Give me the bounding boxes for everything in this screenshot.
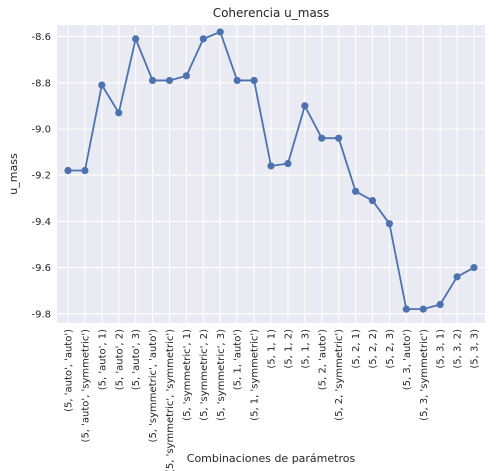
data-point	[216, 28, 224, 36]
data-point	[98, 81, 106, 89]
x-tick-label: (5, 1, 2)	[283, 329, 294, 369]
data-point	[335, 134, 343, 142]
x-tick-label: (5, 'symmetric', 'auto')	[148, 329, 159, 443]
data-point	[267, 162, 275, 170]
x-tick-label: (5, 'symmetric', 1)	[182, 329, 193, 421]
x-tick-label: (5, 'auto', 'auto')	[64, 329, 75, 412]
y-tick-label: -8.6	[31, 32, 51, 43]
data-point	[182, 72, 191, 80]
data-point	[233, 76, 241, 85]
y-tick-label: -9.0	[31, 124, 51, 135]
y-axis-title: u_mass	[7, 153, 20, 195]
x-tick-label: (5, 3, 3)	[470, 329, 481, 369]
x-tick-label: (5, 2, 2)	[368, 329, 379, 369]
data-point	[115, 109, 123, 117]
x-tick-label: (5, 'auto', 3)	[131, 329, 142, 390]
x-tick-label: (5, 3, 'auto')	[402, 329, 413, 390]
x-tick-label: (5, 'symmetric', 3)	[216, 329, 227, 421]
x-tick-label: (5, 1, 'auto')	[233, 329, 244, 390]
data-point	[284, 160, 292, 168]
x-tick-label: (5, 3, 'symmetric')	[419, 329, 430, 421]
data-point	[318, 134, 326, 142]
x-tick-label: (5, 3, 2)	[453, 329, 464, 369]
data-point	[165, 76, 174, 85]
x-gridlines	[67, 25, 475, 323]
data-point	[351, 187, 360, 195]
x-tick-label: (5, 1, 3)	[300, 329, 311, 369]
data-point	[250, 76, 258, 85]
data-point	[436, 300, 444, 309]
data-point	[402, 305, 410, 313]
x-tick-label: (5, 1, 1)	[267, 329, 278, 369]
data-point	[148, 76, 157, 85]
x-axis-title: Combinaciones de parámetros	[187, 452, 356, 465]
data-point	[368, 196, 377, 205]
data-point	[64, 166, 72, 175]
data-point	[385, 220, 394, 228]
x-tick-label: (5, 'auto', 1)	[97, 329, 108, 390]
data-point	[453, 273, 461, 281]
x-tick-label: (5, 2, 1)	[351, 329, 362, 369]
y-tick-label: -8.8	[31, 78, 51, 89]
x-tick-label: (5, 'symmetric', 'symmetric')	[165, 329, 176, 471]
y-tick-label: -9.4	[31, 217, 51, 228]
x-tick-label: (5, 2, 3)	[385, 329, 396, 369]
x-tick-label: (5, 'auto', 2)	[114, 329, 125, 390]
x-tick-label: (5, 'symmetric', 2)	[199, 329, 210, 421]
data-point	[301, 102, 309, 110]
data-point	[132, 35, 140, 43]
data-point	[470, 263, 478, 272]
y-tick-label: -9.2	[31, 171, 51, 182]
data-point	[81, 166, 89, 175]
series-markers	[64, 28, 478, 313]
x-tick-label: (5, 1, 'symmetric')	[250, 329, 261, 421]
y-tick-label: -9.6	[31, 263, 51, 274]
x-tick-label: (5, 3, 1)	[436, 329, 447, 369]
x-tick-labels: (5, 'auto', 'auto') (5, 'auto', 'symmetri…	[64, 329, 481, 471]
data-point	[199, 35, 207, 43]
y-tick-label: -9.8	[31, 309, 51, 320]
data-point	[419, 305, 427, 313]
x-tick-label: (5, 2, 'symmetric')	[334, 329, 345, 421]
x-tick-label: (5, 'auto', 'symmetric')	[80, 329, 91, 443]
y-tick-labels: -8.6 -8.8 -9.0 -9.2 -9.4 -9.6 -9.8	[31, 32, 51, 320]
x-tick-label: (5, 2, 'auto')	[317, 329, 328, 390]
chart-title: Coherencia u_mass	[213, 6, 330, 20]
